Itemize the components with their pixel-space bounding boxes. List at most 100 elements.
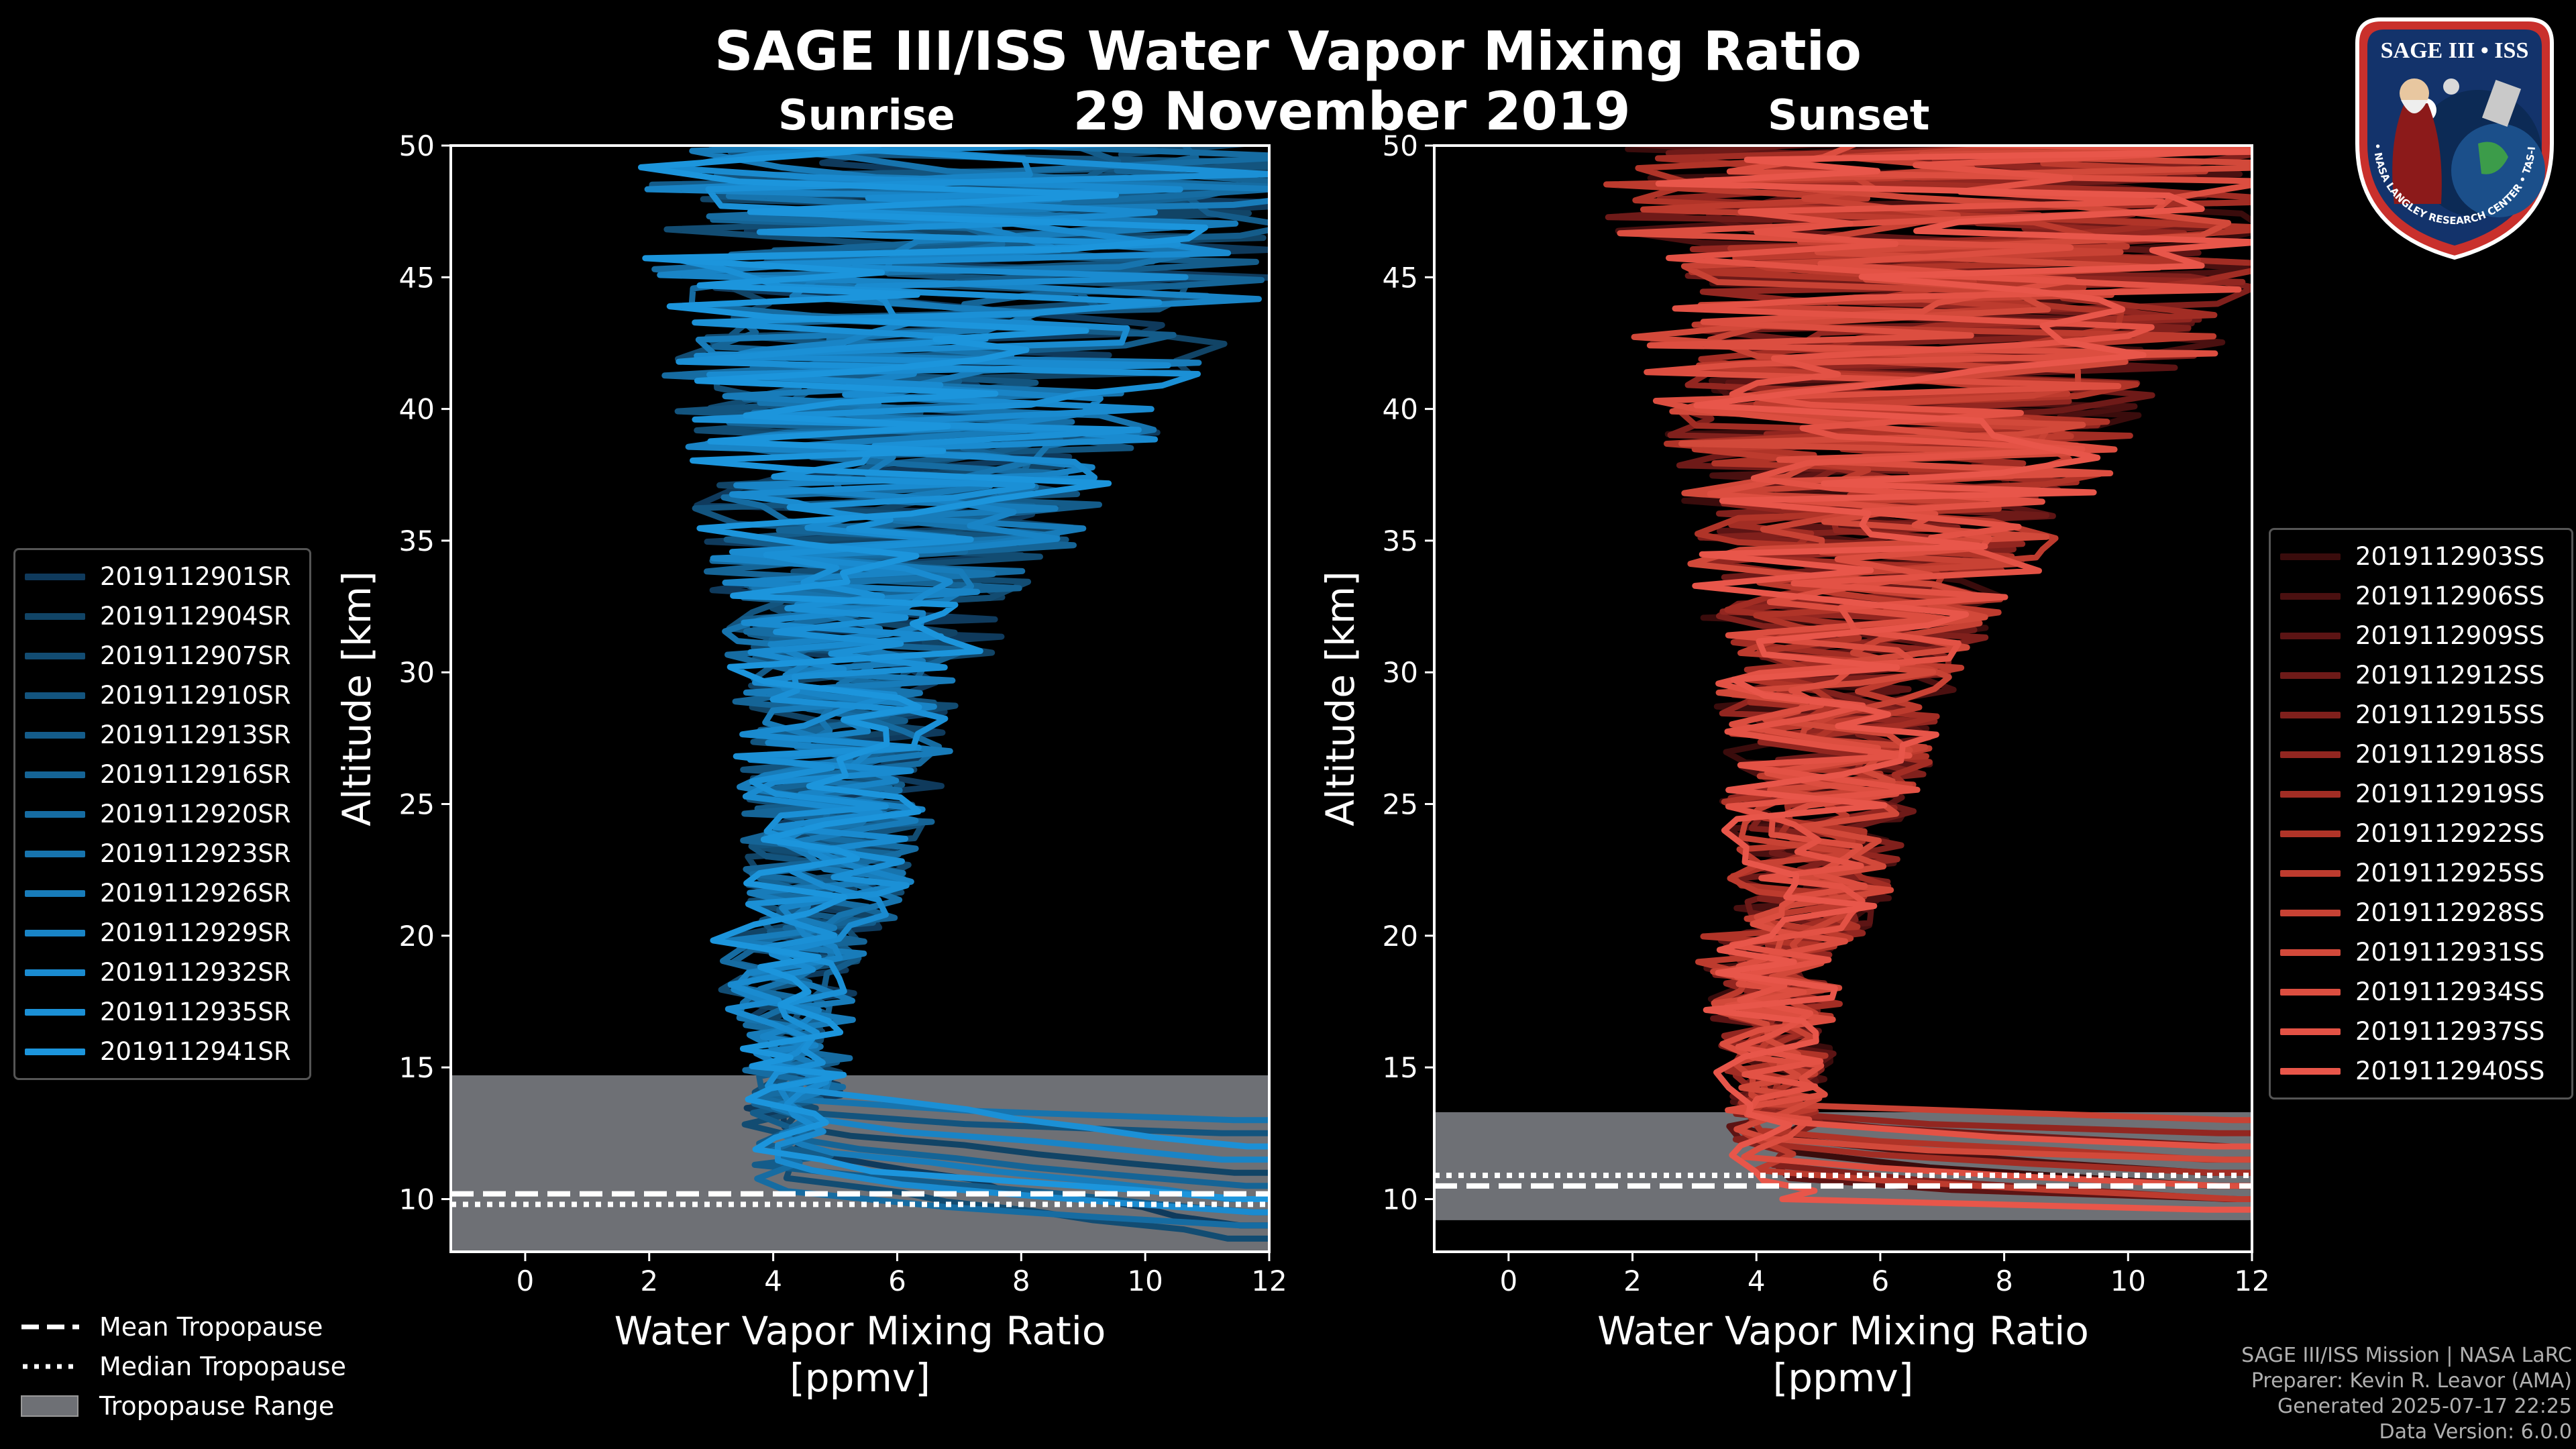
- legend-swatch: [2280, 949, 2341, 956]
- legend-swatch: [2280, 830, 2341, 837]
- y-tick-label: 45: [399, 261, 435, 294]
- footer-generated: Generated 2025-07-17 22:25: [2277, 1395, 2572, 1418]
- legend-label: 2019112909SS: [2355, 621, 2545, 650]
- legend-item-2019112916SR: 2019112916SR: [25, 755, 300, 794]
- x-tick-label: 0: [1499, 1265, 1517, 1297]
- y-tick-label: 40: [1383, 393, 1418, 426]
- legend-item-2019112926SR: 2019112926SR: [25, 873, 300, 913]
- legend-label: 2019112929SR: [100, 918, 291, 947]
- footer-version: Data Version: 6.0.0: [2379, 1420, 2572, 1444]
- y-tick-label: 30: [399, 656, 435, 689]
- profile-line-2019112937SS: [1666, 146, 2252, 1150]
- x-tick-label: 2: [1623, 1265, 1642, 1297]
- legend-item-2019112925SS: 2019112925SS: [2280, 853, 2562, 893]
- legend-label: 2019112906SS: [2355, 582, 2545, 610]
- legend-label: 2019112926SR: [100, 879, 291, 908]
- dotted-line-icon: [23, 1364, 79, 1368]
- legend-label: 2019112935SR: [100, 998, 291, 1026]
- legend-swatch: [25, 969, 85, 976]
- legend-label: 2019112922SS: [2355, 819, 2545, 848]
- sunrise-x-axis-unit: [ppmv]: [790, 1355, 930, 1401]
- sage-iii-iss-mission-logo: SAGE III • ISS BALL • NASA LANGLEY RESEA…: [2344, 9, 2554, 260]
- legend-item-2019112903SS: 2019112903SS: [2280, 537, 2562, 576]
- legend-label: 2019112925SS: [2355, 859, 2545, 888]
- legend-label: 2019112919SS: [2355, 780, 2545, 808]
- legend-swatch: [25, 929, 85, 936]
- legend-label: 2019112903SS: [2355, 542, 2545, 571]
- y-tick-label: 20: [399, 920, 435, 953]
- y-tick-label: 20: [1383, 920, 1418, 953]
- legend-item-2019112934SS: 2019112934SS: [2280, 972, 2562, 1012]
- legend-median-tropopause: Median Tropopause: [20, 1346, 346, 1386]
- legend-swatch: [2280, 988, 2341, 996]
- x-tick-label: 6: [1872, 1265, 1890, 1297]
- dashed-line-icon: [21, 1324, 79, 1329]
- legend-item-2019112919SS: 2019112919SS: [2280, 774, 2562, 814]
- x-tick-label: 10: [2110, 1265, 2146, 1297]
- sunset-x-axis-unit: [ppmv]: [1773, 1355, 1914, 1401]
- y-tick-label: 25: [1383, 788, 1418, 821]
- legend-label: 2019112928SS: [2355, 898, 2545, 927]
- legend-label: 2019112904SR: [100, 602, 291, 631]
- legend-swatch: [25, 1048, 85, 1055]
- legend-item-2019112918SS: 2019112918SS: [2280, 735, 2562, 774]
- y-tick-label: 25: [399, 788, 435, 821]
- legend-item-2019112940SS: 2019112940SS: [2280, 1051, 2562, 1091]
- legend-swatch: [25, 731, 85, 739]
- legend-tropopause-range: Tropopause Range: [20, 1386, 346, 1426]
- legend-item-2019112913SR: 2019112913SR: [25, 715, 300, 755]
- x-tick-label: 12: [2234, 1265, 2269, 1297]
- legend-item-2019112928SS: 2019112928SS: [2280, 893, 2562, 932]
- legend-label: 2019112910SR: [100, 681, 291, 710]
- x-tick-label: 12: [1251, 1265, 1287, 1297]
- sunset-legend: 2019112903SS 2019112906SS 2019112909SS 2019…: [2269, 528, 2573, 1099]
- footer-credits: SAGE III/ISS Mission | NASA LaRC Prepare…: [2241, 1343, 2572, 1445]
- sunset-panel-title: Sunset: [1768, 91, 1930, 140]
- x-tick-label: 8: [1995, 1265, 2013, 1297]
- y-tick-label: 15: [399, 1051, 435, 1084]
- sunset-frame: [1433, 144, 2253, 1253]
- legend-swatch: [25, 612, 85, 620]
- legend-swatch: [2280, 909, 2341, 916]
- chart-title: SAGE III/ISS Water Vapor Mixing Ratio: [714, 20, 1862, 83]
- legend-label: 2019112907SR: [100, 641, 291, 670]
- legend-swatch: [2280, 592, 2341, 600]
- legend-item-2019112907SR: 2019112907SR: [25, 636, 300, 676]
- legend-item-2019112904SR: 2019112904SR: [25, 596, 300, 636]
- y-tick-label: 30: [1383, 656, 1418, 689]
- y-tick-label: 35: [399, 525, 435, 557]
- sunset-profiles: [1603, 146, 2252, 1213]
- y-tick-label: 35: [1383, 525, 1418, 557]
- legend-swatch: [2280, 711, 2341, 718]
- sunset-axes: 0 2 4 6 8 10 12 10 15 20 25 30 35 40 45 50 Water Vapor M…: [1318, 129, 2270, 1401]
- y-tick-label: 15: [1383, 1051, 1418, 1084]
- footer-preparer: Preparer: Kevin R. Leavor (AMA): [2251, 1369, 2572, 1393]
- legend-swatch: [25, 850, 85, 857]
- x-tick-label: 0: [517, 1265, 535, 1297]
- footer-mission: SAGE III/ISS Mission | NASA LaRC: [2241, 1344, 2572, 1367]
- legend-swatch: [25, 1008, 85, 1016]
- legend-item-2019112906SS: 2019112906SS: [2280, 576, 2562, 616]
- sunrise-legend: 2019112901SR 2019112904SR 2019112907SR 2019…: [13, 548, 311, 1080]
- sunrise-y-axis-label: Altitude [km]: [334, 571, 380, 826]
- y-tick-label: 50: [1383, 129, 1418, 162]
- legend-label: 2019112937SS: [2355, 1017, 2545, 1046]
- tropopause-legend: Mean Tropopause Median Tropopause Tropop…: [20, 1307, 346, 1426]
- x-tick-label: 4: [1748, 1265, 1766, 1297]
- legend-item-2019112912SS: 2019112912SS: [2280, 655, 2562, 695]
- legend-swatch: [25, 810, 85, 818]
- svg-text:SAGE III • ISS: SAGE III • ISS: [2381, 38, 2529, 63]
- legend-item-2019112929SR: 2019112929SR: [25, 913, 300, 953]
- legend-item-2019112910SR: 2019112910SR: [25, 676, 300, 715]
- legend-swatch: [2280, 632, 2341, 639]
- legend-swatch: [2280, 672, 2341, 679]
- x-tick-label: 2: [640, 1265, 658, 1297]
- legend-label: 2019112941SR: [100, 1037, 291, 1066]
- legend-label: 2019112934SS: [2355, 977, 2545, 1006]
- sunset-x-axis-label: Water Vapor Mixing Ratio: [1597, 1308, 2089, 1354]
- legend-label: 2019112916SR: [100, 760, 291, 789]
- profile-line-2019112941SR: [638, 146, 1269, 1202]
- legend-label: 2019112920SR: [100, 800, 291, 828]
- legend-item-2019112915SS: 2019112915SS: [2280, 695, 2562, 735]
